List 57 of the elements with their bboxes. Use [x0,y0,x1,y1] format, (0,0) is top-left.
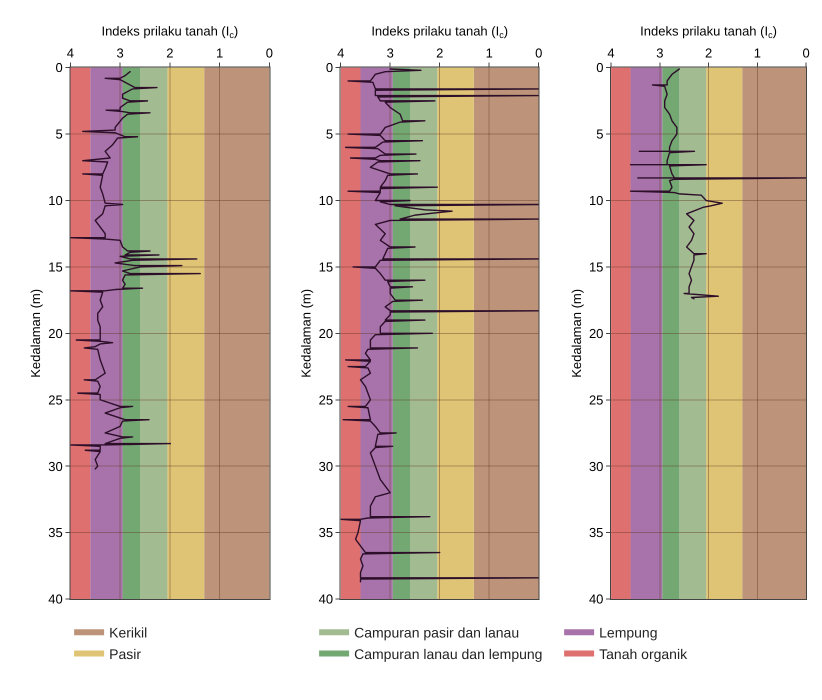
x-tick-label: 0 [266,45,274,60]
y-tick-label: 0 [326,60,334,76]
y-tick-label: 25 [588,392,604,408]
y-tick-label: 25 [318,392,334,408]
legend-label: Campuran pasir dan lanau [354,624,520,641]
x-axis-title: Indeks prilaku tanah (I$_{c}$) [101,23,238,40]
legend-label: Pasir [109,646,142,662]
y-tick-label: 5 [596,126,604,142]
y-tick-label: 15 [318,259,334,274]
y-tick-label: 40 [48,592,63,607]
x-tick-label: 3 [116,45,124,60]
line-series [70,70,201,470]
y-axis-title: Kedalaman (m) [28,288,44,378]
x-tick-label: 0 [535,45,542,60]
y-axis-title: Kedalaman (m) [568,288,584,378]
y-axis-title: Kedalaman (m) [298,288,314,378]
y-tick-label: 30 [588,458,604,474]
y-tick-label: 35 [588,525,604,540]
y-tick-label: 20 [48,326,63,341]
x-axis-title: Indeks prilaku tanah (I$_{c}$) [371,23,508,40]
x-axis-title: Indeks prilaku tanah (I$_{c}$) [640,23,777,40]
y-tick-label: 40 [588,592,604,607]
y-tick-label: 10 [588,193,604,208]
y-tick-label: 35 [48,525,63,540]
line-series [340,68,539,582]
x-tick-label: 4 [66,45,74,60]
x-tick-label: 3 [656,45,664,60]
y-tick-label: 20 [588,326,604,341]
y-tick-label: 30 [48,458,63,474]
x-tick-label: 3 [386,45,394,60]
y-tick-label: 25 [48,392,63,408]
y-tick-label: 10 [318,193,334,208]
x-tick-label: 2 [704,45,712,60]
legend-label: Campuran lanau dan lempung [354,646,542,662]
y-tick-label: 0 [596,60,604,76]
y-tick-label: 0 [56,60,63,76]
x-tick-label: 2 [166,45,174,60]
x-tick-label: 1 [486,45,493,60]
legend-label: Tanah organik [599,646,688,662]
y-tick-label: 30 [318,458,334,474]
x-tick-label: 1 [754,45,761,60]
y-tick-label: 10 [48,193,63,208]
y-tick-label: 5 [56,126,63,142]
x-tick-label: 0 [802,45,810,60]
y-tick-label: 15 [588,259,604,274]
legend-label: Kerikil [109,624,148,641]
x-tick-label: 1 [216,45,224,60]
y-tick-label: 35 [318,525,334,540]
legend-label: Lempung [599,624,658,641]
y-tick-label: 40 [318,592,334,607]
y-tick-label: 20 [318,326,334,341]
x-tick-label: 4 [337,45,344,60]
y-tick-label: 5 [326,126,334,142]
y-tick-label: 15 [48,259,63,274]
x-tick-label: 2 [436,45,444,60]
x-tick-label: 4 [607,45,615,60]
line-series [630,68,806,300]
